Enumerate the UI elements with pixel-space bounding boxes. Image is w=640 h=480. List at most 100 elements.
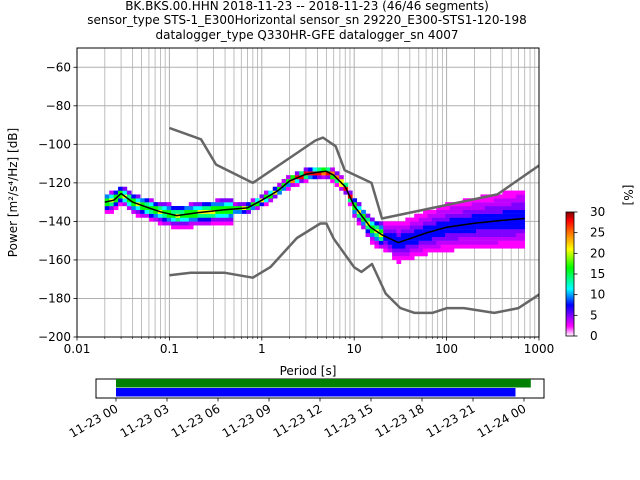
heatmap-cell (286, 186, 291, 191)
heatmap-cell (113, 202, 119, 207)
heatmap-cell (316, 167, 322, 172)
heatmap-cell (166, 213, 172, 218)
heatmap-cell (476, 232, 481, 238)
heatmap-cell (467, 232, 472, 238)
heatmap-cell (232, 202, 238, 207)
heatmap-cell (511, 225, 517, 230)
heatmap-cell (202, 205, 207, 211)
heatmap-cell (476, 205, 481, 211)
heatmap-cell (347, 202, 353, 207)
heatmap-cell (135, 194, 141, 199)
heatmap-cell (396, 244, 402, 249)
heatmap-cell (330, 175, 335, 180)
heatmap-cell (471, 202, 477, 207)
heatmap-cell (458, 209, 464, 214)
heatmap-cell (109, 209, 114, 214)
heatmap-cell (480, 202, 486, 207)
heatmap-cell (507, 194, 512, 199)
heatmap-cell (392, 244, 397, 249)
heatmap-cell (449, 240, 455, 245)
heatmap-cell (449, 232, 455, 238)
y-tick-label: −120 (38, 176, 71, 190)
heatmap-cell (206, 202, 212, 207)
heatmap-cell (498, 229, 503, 234)
heatmap-cell (224, 205, 229, 211)
heatmap-cell (502, 190, 508, 195)
heatmap-cell (104, 205, 110, 211)
heatmap-cell (453, 205, 459, 211)
heatmap-cell (480, 244, 486, 249)
heatmap-cell (387, 225, 393, 230)
heatmap-cell (515, 244, 521, 249)
heatmap-cell (427, 221, 433, 226)
heatmap-cell (405, 232, 411, 238)
heatmap-cell (210, 202, 216, 207)
heatmap-cell (162, 209, 167, 214)
heatmap-cell (498, 225, 503, 230)
heatmap-cell (489, 229, 495, 234)
heatmap-cell (458, 244, 464, 249)
heatmap-cell (445, 209, 450, 214)
heatmap-cell (166, 205, 172, 211)
heatmap-cell (498, 194, 503, 199)
heatmap-cell (365, 213, 371, 218)
heatmap-cell (467, 229, 472, 234)
heatmap-cell (484, 202, 490, 207)
heatmap-cell (171, 221, 176, 226)
heatmap-cell (290, 179, 296, 184)
heatmap-cell (507, 213, 512, 218)
heatmap-cell (303, 171, 309, 176)
heatmap-cell (250, 198, 256, 203)
heatmap-cell (202, 221, 207, 226)
heatmap-cell (405, 252, 411, 257)
heatmap-cell (374, 221, 380, 226)
heatmap-cell (339, 175, 344, 180)
heatmap-cell (400, 229, 406, 234)
heatmap-cell (480, 236, 486, 241)
heatmap-cell (502, 244, 508, 249)
heatmap-cell (361, 221, 366, 226)
x-tick-label: 100 (435, 342, 458, 356)
heatmap-cell (511, 190, 517, 195)
heatmap-cell (131, 205, 137, 211)
heatmap-cell (427, 232, 433, 238)
heatmap-cell (210, 205, 216, 211)
heatmap-cell (515, 190, 521, 195)
chart-title-line-1: BK.BKS.00.HHN 2018-11-23 -- 2018-11-23 (… (125, 0, 489, 13)
heatmap-cell (440, 213, 446, 218)
heatmap-cell (515, 198, 521, 203)
colorbar-gradient (565, 211, 575, 337)
heatmap-cell (157, 213, 163, 218)
heatmap-cell (118, 190, 123, 195)
heatmap-cell (361, 217, 366, 222)
heatmap-cell (423, 232, 428, 238)
heatmap-cell (206, 205, 212, 211)
heatmap-cell (462, 205, 468, 211)
heatmap-cell (423, 236, 428, 241)
heatmap-cell (303, 167, 309, 172)
heatmap-cell (436, 205, 442, 211)
heatmap-cell (197, 205, 203, 211)
heatmap-cell (520, 244, 525, 249)
heatmap-cell (166, 202, 172, 207)
heatmap-cell (515, 232, 521, 238)
heatmap-cell (206, 221, 212, 226)
heatmap-cell (228, 217, 234, 222)
heatmap-cell (228, 221, 234, 226)
heatmap-cell (157, 217, 163, 222)
heatmap-cell (140, 209, 145, 214)
heatmap-cell (445, 244, 450, 249)
heatmap-cell (347, 198, 353, 203)
heatmap-cell (343, 182, 349, 187)
heatmap-cell (387, 248, 393, 253)
heatmap-cell (493, 244, 499, 249)
heatmap-cell (427, 209, 433, 214)
heatmap-cell (118, 186, 123, 191)
heatmap-cell (374, 225, 380, 230)
heatmap-cell (511, 198, 517, 203)
heatmap-cell (493, 240, 499, 245)
heatmap-cell (467, 244, 472, 249)
heatmap-cell (184, 205, 190, 211)
heatmap-cell (471, 225, 477, 230)
